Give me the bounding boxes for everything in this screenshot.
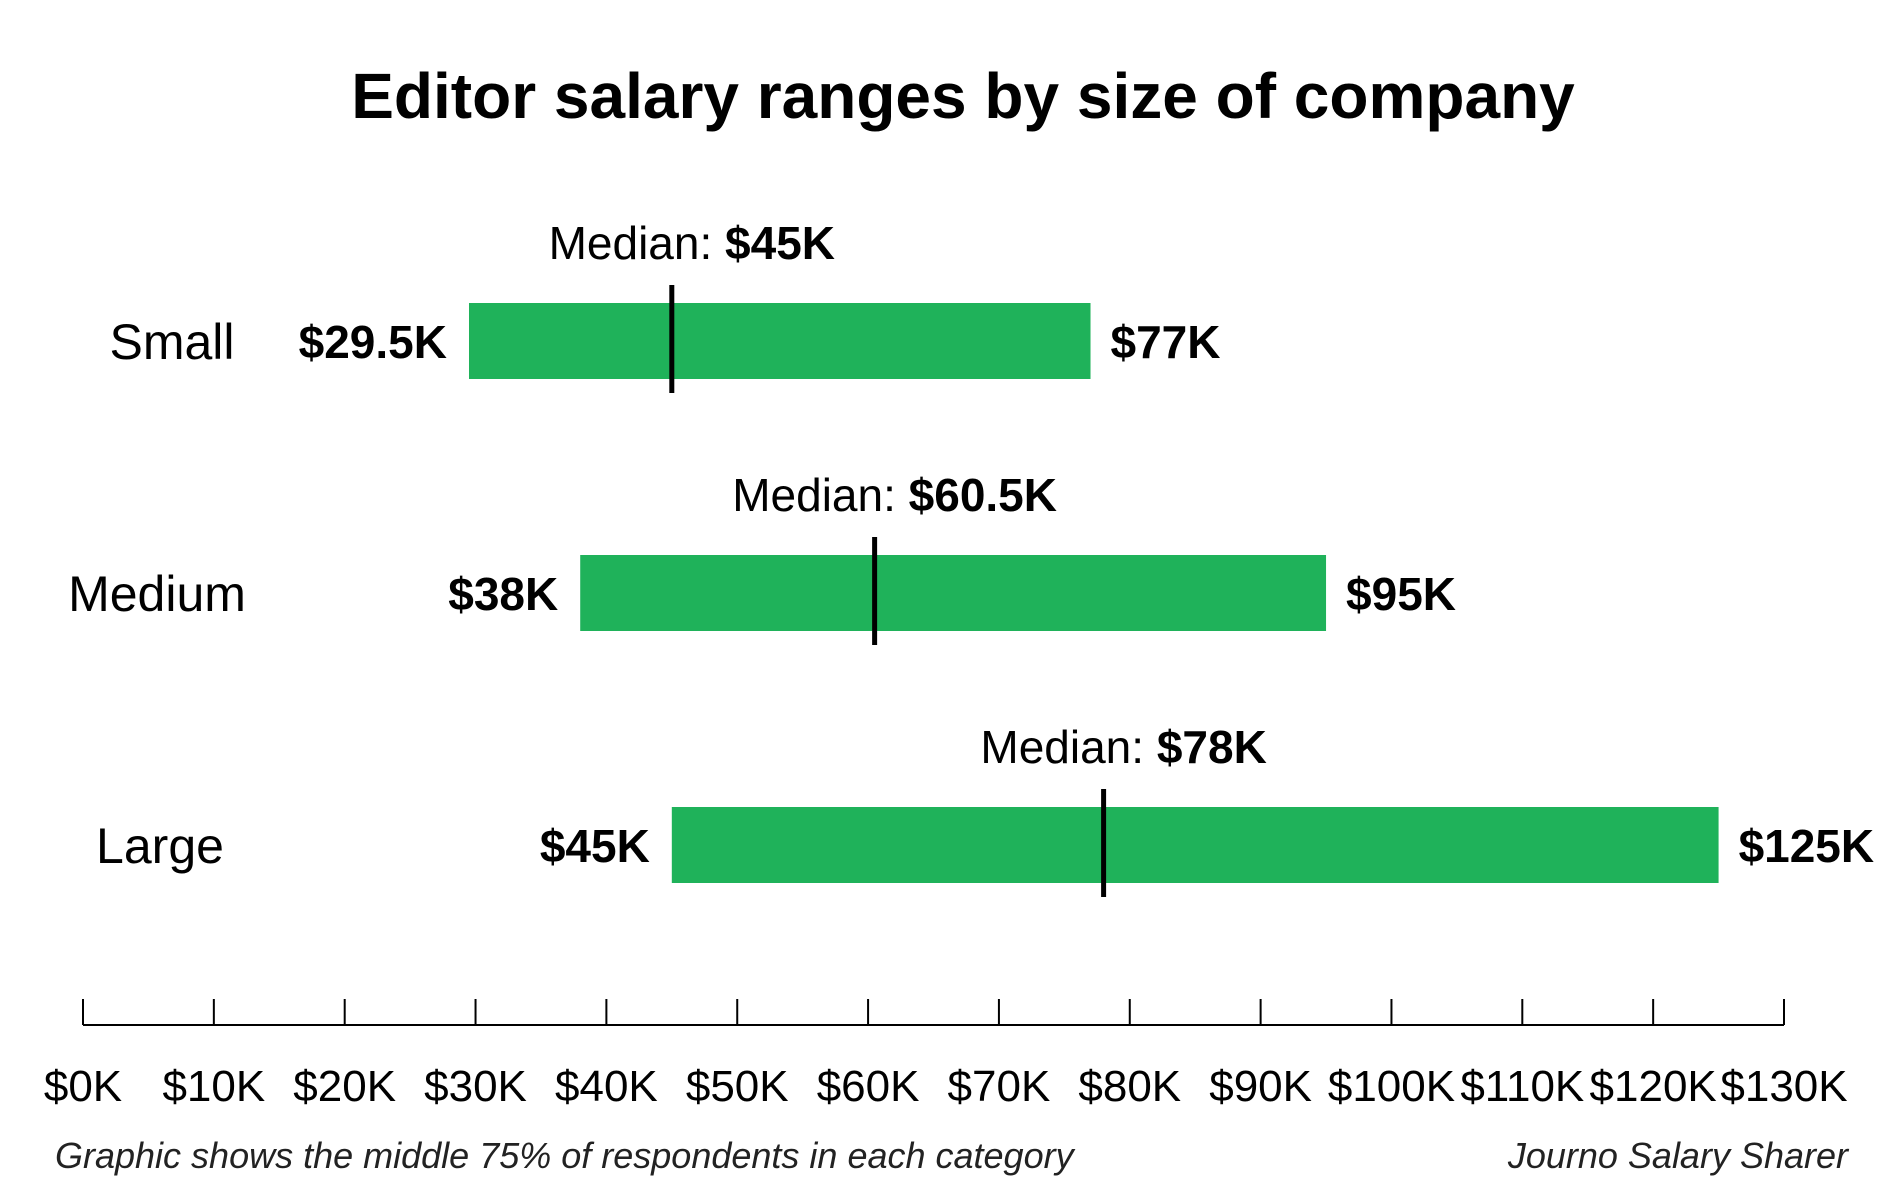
x-tick-label-40: $40K [555, 1062, 658, 1111]
median-prefix-large: Median: [980, 721, 1156, 773]
low-value-label-large: $45K [540, 820, 650, 872]
median-label-small: Median: $45K [549, 217, 835, 269]
x-tick-label-80: $80K [1078, 1062, 1181, 1111]
median-prefix-small: Median: [549, 217, 725, 269]
x-tick-label-30: $30K [424, 1062, 527, 1111]
x-tick-label-100: $100K [1328, 1062, 1455, 1111]
median-value-large: $78K [1157, 721, 1267, 773]
high-value-label-small: $77K [1111, 316, 1221, 368]
median-label-medium: Median: $60.5K [732, 469, 1057, 521]
range-row-small: Small $29.5K $77K Median: $45K [109, 217, 1220, 393]
x-tick-label-130: $130K [1720, 1062, 1847, 1111]
median-prefix-medium: Median: [732, 469, 908, 521]
median-label-large: Median: $78K [980, 721, 1266, 773]
low-value-label-small: $29.5K [299, 316, 447, 368]
x-tick-label-120: $120K [1590, 1062, 1717, 1111]
x-tick-label-110: $110K [1460, 1062, 1584, 1111]
range-row-medium: Medium $38K $95K Median: $60.5K [68, 469, 1456, 645]
chart-title: Editor salary ranges by size of company [351, 60, 1575, 132]
bars-layer: Small $29.5K $77K Median: $45K Medium $38K $95… [68, 217, 1874, 897]
range-bar-large [671, 807, 1719, 883]
range-bar-medium [580, 555, 1327, 631]
median-value-medium: $60.5K [909, 469, 1057, 521]
source-credit: Journo Salary Sharer [1507, 1135, 1850, 1176]
category-label-small: Small [109, 314, 234, 370]
x-tick-label-0: $0K [44, 1062, 122, 1111]
low-value-label-medium: $38K [448, 568, 558, 620]
range-row-large: Large $45K $125K Median: $78K [96, 721, 1874, 897]
high-value-label-large: $125K [1739, 820, 1875, 872]
high-value-label-medium: $95K [1346, 568, 1456, 620]
x-tick-label-70: $70K [948, 1062, 1051, 1111]
x-tick-label-20: $20K [293, 1062, 396, 1111]
x-tick-label-60: $60K [817, 1062, 920, 1111]
median-value-small: $45K [725, 217, 835, 269]
category-label-medium: Medium [68, 566, 246, 622]
footnote: Graphic shows the middle 75% of responde… [55, 1135, 1076, 1176]
x-axis: $0K $10K $20K $30K $40K $50K $60K $70K $80K $90K $… [44, 999, 1848, 1111]
range-bar-small [468, 303, 1091, 379]
x-tick-label-10: $10K [162, 1062, 265, 1111]
x-tick-label-90: $90K [1209, 1062, 1312, 1111]
category-label-large: Large [96, 818, 224, 874]
x-tick-label-50: $50K [686, 1062, 789, 1111]
